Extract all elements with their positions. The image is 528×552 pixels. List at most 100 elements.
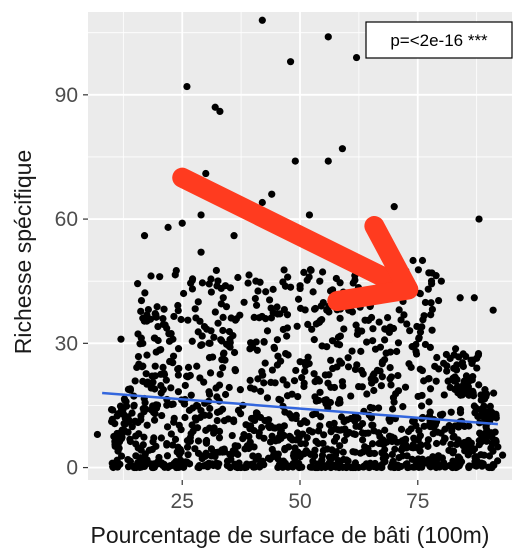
y-tick-label: 90 (55, 84, 78, 107)
data-point (206, 339, 214, 347)
data-point-outlier (428, 269, 436, 277)
data-point (244, 279, 252, 287)
overlay-arrow (172, 167, 419, 312)
data-point (368, 421, 376, 429)
data-point (219, 364, 227, 372)
data-point (169, 335, 177, 343)
data-point (206, 369, 215, 377)
data-point (411, 436, 419, 444)
data-point (256, 278, 264, 286)
data-point (319, 298, 327, 307)
data-point (141, 399, 149, 407)
data-point (351, 365, 360, 374)
data-point (399, 403, 407, 411)
data-point (386, 364, 394, 372)
data-point (426, 385, 435, 393)
data-point (452, 366, 461, 374)
data-point (322, 462, 330, 470)
data-point (147, 384, 155, 392)
data-point (177, 462, 185, 470)
data-point (306, 463, 314, 471)
data-point (419, 316, 427, 324)
data-point (228, 431, 236, 440)
data-point (151, 410, 159, 418)
data-point (303, 448, 311, 456)
data-point (285, 410, 293, 418)
data-point (307, 266, 315, 274)
data-point (408, 417, 417, 426)
data-point (442, 350, 450, 359)
data-point (406, 327, 414, 335)
data-point (211, 308, 219, 316)
data-point (186, 434, 194, 442)
data-point (300, 382, 308, 391)
data-point (261, 315, 270, 323)
data-point (142, 370, 150, 378)
data-point (408, 455, 416, 463)
data-point (403, 320, 411, 328)
data-point (283, 381, 291, 389)
data-point (416, 432, 424, 440)
data-point (432, 377, 440, 385)
data-point (316, 422, 324, 430)
data-point (215, 434, 224, 442)
data-point (373, 366, 381, 374)
y-tick-label: 30 (55, 332, 78, 355)
data-point (427, 311, 435, 319)
data-point (184, 363, 193, 371)
data-point (137, 334, 145, 342)
data-point (151, 362, 159, 370)
data-point (155, 453, 163, 462)
data-point (159, 315, 167, 323)
data-point (424, 285, 432, 293)
data-point (377, 382, 385, 390)
y-tick-label: 0 (66, 457, 78, 480)
data-point (369, 337, 377, 345)
data-point-outlier (197, 248, 205, 256)
data-point (187, 391, 195, 399)
data-point (120, 420, 128, 428)
x-tick-label: 50 (288, 490, 311, 513)
data-point (327, 356, 335, 364)
data-point (389, 394, 398, 402)
data-point (381, 336, 389, 344)
data-point (205, 424, 214, 432)
data-point (443, 367, 451, 375)
data-point (188, 285, 197, 293)
data-point (353, 330, 362, 338)
data-point (153, 303, 161, 311)
data-point (376, 463, 385, 471)
data-point (395, 306, 403, 314)
data-point (159, 461, 167, 470)
data-point (343, 416, 351, 424)
data-point-outlier (107, 405, 116, 414)
data-point (397, 316, 405, 324)
data-points (93, 16, 507, 472)
data-point (184, 316, 192, 324)
data-point (145, 446, 153, 454)
x-tick-label: 25 (171, 490, 194, 513)
data-point (295, 459, 303, 468)
data-point (247, 422, 255, 430)
data-point (294, 392, 302, 401)
data-point (386, 348, 395, 356)
data-point (456, 405, 465, 414)
data-point (209, 353, 217, 361)
data-point (340, 325, 348, 333)
data-point (236, 410, 245, 418)
data-point-outlier (390, 203, 398, 211)
data-point (340, 436, 349, 445)
data-point (428, 280, 436, 288)
data-point (260, 379, 268, 387)
data-point (283, 392, 292, 400)
data-point (323, 445, 331, 453)
data-point (157, 381, 165, 390)
data-point (349, 279, 357, 287)
data-point (169, 400, 177, 408)
data-point (177, 426, 185, 434)
data-point (132, 432, 140, 440)
data-point (477, 391, 485, 399)
data-point (403, 452, 411, 460)
data-point (439, 410, 447, 418)
data-point (169, 359, 177, 367)
